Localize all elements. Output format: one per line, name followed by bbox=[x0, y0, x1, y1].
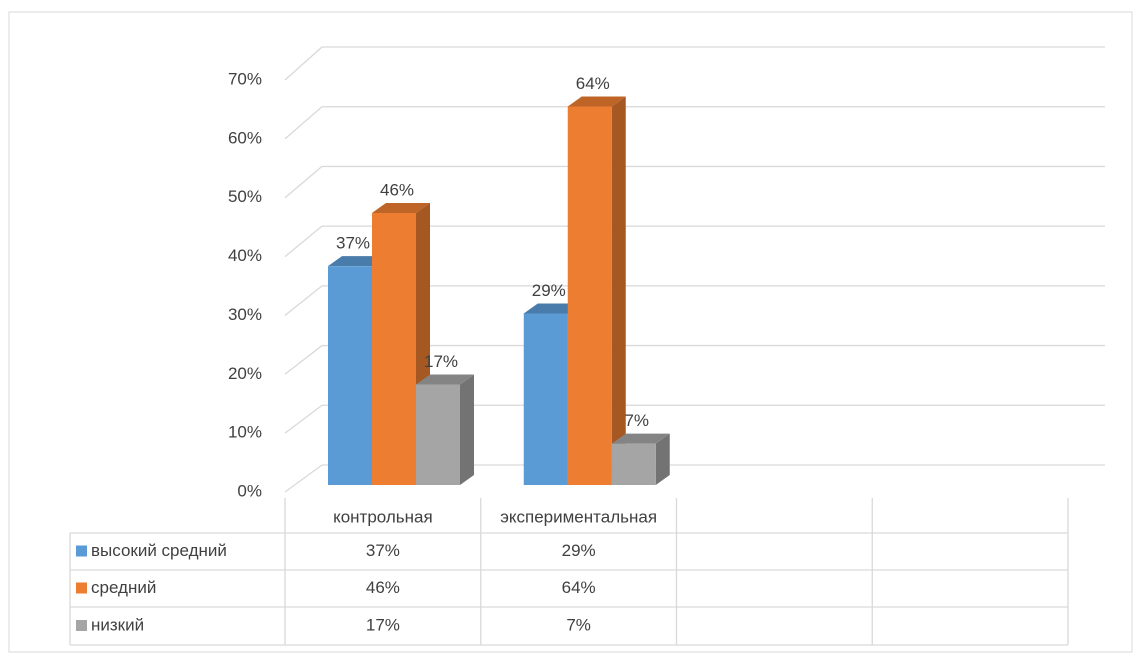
y-tick-label: 10% bbox=[228, 423, 262, 442]
legend-swatch bbox=[76, 545, 87, 557]
y-tick-label: 20% bbox=[228, 364, 262, 383]
bar bbox=[567, 106, 612, 485]
data-label: 46% bbox=[380, 180, 414, 199]
grid-line-side bbox=[284, 345, 323, 375]
bar bbox=[416, 384, 460, 485]
bar bbox=[523, 313, 568, 485]
bar-top bbox=[416, 374, 474, 385]
grid-line-side bbox=[284, 106, 323, 140]
data-label: 29% bbox=[532, 281, 566, 300]
grid-line-side bbox=[284, 464, 323, 493]
y-tick-label: 30% bbox=[228, 305, 262, 324]
bar-top bbox=[611, 433, 670, 444]
legend-label: средний bbox=[91, 578, 156, 597]
bar-top bbox=[523, 303, 582, 314]
x-tick-label: контрольная bbox=[333, 507, 433, 526]
grid-line-side bbox=[284, 285, 323, 316]
data-label: 17% bbox=[424, 352, 458, 371]
legend-label: высокий средний bbox=[91, 541, 227, 560]
bar-top bbox=[328, 256, 386, 267]
y-tick-label: 50% bbox=[228, 187, 262, 206]
y-tick-label: 40% bbox=[228, 246, 262, 265]
y-tick-label: 70% bbox=[228, 69, 262, 88]
table-cell: 29% bbox=[562, 541, 596, 560]
bar bbox=[328, 266, 372, 485]
table-cell: 17% bbox=[366, 615, 400, 634]
data-label: 64% bbox=[576, 74, 610, 93]
table-cell: 7% bbox=[566, 615, 591, 634]
legend-swatch bbox=[76, 582, 87, 594]
data-label: 7% bbox=[624, 411, 649, 430]
table-cell: 46% bbox=[366, 578, 400, 597]
bar-top bbox=[372, 202, 430, 213]
grid-line-side bbox=[284, 165, 323, 199]
grid-line-side bbox=[284, 404, 323, 434]
x-tick-label: экспериментальная bbox=[500, 507, 657, 526]
bar bbox=[611, 443, 656, 485]
bar-side bbox=[655, 433, 670, 485]
grid-line-side bbox=[284, 46, 323, 81]
bar-side bbox=[460, 374, 474, 485]
bar-side bbox=[611, 96, 626, 485]
grid-line-side bbox=[284, 225, 323, 258]
bar bbox=[372, 212, 416, 485]
legend-swatch bbox=[76, 620, 87, 631]
legend-label: низкий bbox=[91, 615, 144, 634]
bar-top bbox=[567, 96, 626, 107]
table-cell: 37% bbox=[366, 541, 400, 560]
data-label: 37% bbox=[336, 234, 370, 253]
y-tick-label: 0% bbox=[237, 481, 262, 500]
y-tick-label: 60% bbox=[228, 128, 262, 147]
table-cell: 64% bbox=[562, 578, 596, 597]
